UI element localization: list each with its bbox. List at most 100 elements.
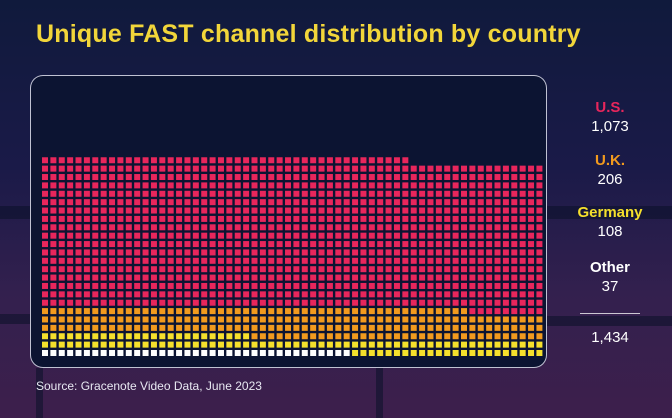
waffle-cell-u-k (217, 308, 224, 315)
waffle-cell-u-k (42, 308, 48, 315)
waffle-cell-u-s (528, 241, 535, 248)
waffle-cell-u-s (360, 207, 367, 214)
waffle-cell-u-k (494, 333, 501, 340)
waffle-cell-u-s (42, 174, 48, 181)
waffle-cell-u-s (360, 232, 367, 239)
waffle-cell-u-s (293, 274, 300, 281)
legend-name-other: Other (589, 259, 630, 276)
waffle-cell-u-k (452, 308, 459, 315)
waffle-cell-u-s (83, 282, 90, 289)
waffle-cell-u-s (134, 165, 141, 172)
waffle-cell-u-s (494, 299, 501, 306)
waffle-cell-u-s (461, 249, 467, 256)
waffle-cell-u-k (209, 308, 216, 315)
waffle-cell-u-s (461, 257, 467, 264)
waffle-cell-u-s (427, 190, 434, 197)
waffle-cell-u-s (427, 232, 434, 239)
waffle-cell-u-s (67, 282, 74, 289)
waffle-cell-germany (217, 333, 224, 340)
waffle-cell-u-s (50, 232, 57, 239)
waffle-cell-u-s (326, 190, 333, 197)
waffle-cell-u-s (50, 224, 57, 231)
waffle-cell-u-s (209, 232, 216, 239)
waffle-cell-u-s (335, 165, 342, 172)
waffle-cell-u-s (377, 215, 384, 222)
waffle-cell-u-s (100, 199, 107, 206)
waffle-cell-u-s (301, 182, 308, 189)
waffle-cell-u-s (385, 224, 392, 231)
waffle-cell-u-s (419, 299, 426, 306)
waffle-cell-u-k (243, 316, 250, 323)
waffle-cell-u-s (343, 274, 350, 281)
waffle-cell-u-k (519, 333, 526, 340)
waffle-cell-u-s (343, 199, 350, 206)
waffle-cell-germany (42, 341, 48, 348)
waffle-cell-u-s (209, 291, 216, 298)
waffle-cell-u-s (226, 266, 233, 273)
waffle-cell-u-s (301, 241, 308, 248)
waffle-cell-u-s (444, 274, 451, 281)
waffle-cell-u-s (125, 249, 132, 256)
waffle-cell-u-k (150, 308, 157, 315)
waffle-cell-u-s (511, 199, 518, 206)
waffle-cell-u-s (234, 299, 241, 306)
waffle-cell-u-s (528, 165, 535, 172)
waffle-cell-u-s (519, 215, 526, 222)
waffle-cell-u-s (393, 207, 400, 214)
waffle-cell-u-s (176, 249, 183, 256)
waffle-cell-u-k (335, 324, 342, 331)
waffle-cell-u-k (184, 316, 191, 323)
waffle-cell-u-s (83, 299, 90, 306)
waffle-cell-u-s (326, 199, 333, 206)
waffle-cell-u-k (234, 324, 241, 331)
waffle-cell-u-s (427, 299, 434, 306)
waffle-cell-u-s (393, 282, 400, 289)
waffle-cell-u-s (335, 174, 342, 181)
waffle-cell-u-s (75, 249, 82, 256)
waffle-cell-u-s (251, 257, 258, 264)
waffle-cell-u-k (83, 324, 90, 331)
waffle-cell-u-s (519, 274, 526, 281)
waffle-cell-other (83, 350, 90, 356)
waffle-cell-u-k (511, 316, 518, 323)
waffle-cell-u-k (536, 324, 543, 331)
waffle-cell-u-s (385, 157, 392, 164)
waffle-cell-u-s (109, 182, 116, 189)
waffle-cell-u-s (75, 165, 82, 172)
waffle-cell-u-s (109, 266, 116, 273)
waffle-cell-u-s (419, 266, 426, 273)
waffle-cell-u-s (486, 249, 493, 256)
waffle-cell-u-s (100, 282, 107, 289)
waffle-cell-u-s (167, 282, 174, 289)
waffle-cell-u-s (192, 249, 199, 256)
waffle-cell-u-s (461, 182, 467, 189)
waffle-cell-u-s (75, 241, 82, 248)
waffle-cell-u-s (285, 282, 292, 289)
background-band-left (0, 206, 30, 219)
waffle-cell-u-s (276, 165, 283, 172)
waffle-cell-u-s (444, 249, 451, 256)
waffle-cell-u-k (159, 308, 166, 315)
waffle-cell-u-s (217, 207, 224, 214)
waffle-cell-u-s (469, 299, 476, 306)
waffle-cell-germany (494, 350, 501, 356)
waffle-cell-u-k (268, 316, 275, 323)
waffle-cell-u-s (435, 199, 442, 206)
waffle-cell-u-s (100, 207, 107, 214)
waffle-cell-other (335, 350, 342, 356)
waffle-cell-u-s (42, 291, 48, 298)
waffle-cell-u-s (276, 257, 283, 264)
waffle-cell-germany (368, 350, 375, 356)
waffle-cell-u-s (318, 157, 325, 164)
waffle-cell-u-s (134, 274, 141, 281)
waffle-cell-u-s (251, 291, 258, 298)
waffle-cell-u-s (117, 257, 124, 264)
waffle-cell-u-s (528, 274, 535, 281)
waffle-cell-u-s (117, 249, 124, 256)
waffle-cell-u-k (393, 324, 400, 331)
background-band-right (547, 206, 672, 219)
waffle-cell-u-s (176, 224, 183, 231)
waffle-cell-u-s (184, 190, 191, 197)
waffle-cell-u-s (92, 282, 99, 289)
waffle-cell-germany (519, 350, 526, 356)
